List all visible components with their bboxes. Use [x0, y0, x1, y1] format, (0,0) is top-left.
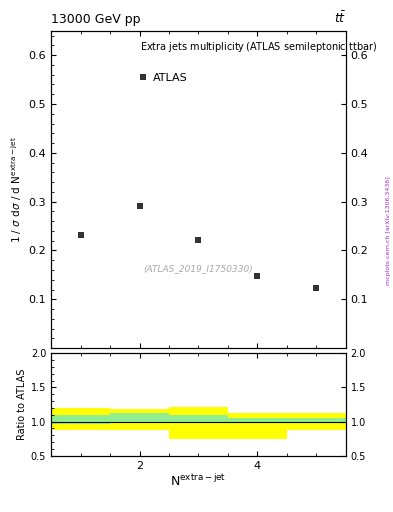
Text: mcplots.cern.ch [arXiv:1306.3436]: mcplots.cern.ch [arXiv:1306.3436] [386, 176, 391, 285]
ATLAS [196, 237, 201, 243]
Text: Extra jets multiplicity$\,$(ATLAS semileptonic ttbar): Extra jets multiplicity$\,$(ATLAS semile… [140, 40, 377, 54]
Text: $t\bar{t}$: $t\bar{t}$ [334, 10, 346, 26]
Y-axis label: Ratio to ATLAS: Ratio to ATLAS [17, 369, 27, 440]
Text: (ATLAS_2019_I1750330): (ATLAS_2019_I1750330) [143, 264, 253, 273]
Legend: ATLAS: ATLAS [134, 69, 192, 88]
ATLAS [314, 285, 319, 291]
ATLAS [255, 273, 260, 279]
Text: 13000 GeV pp: 13000 GeV pp [51, 13, 141, 26]
ATLAS [137, 202, 142, 208]
Y-axis label: 1 / $\sigma$ d$\sigma$ / d N$^{\rm extra-jet}$: 1 / $\sigma$ d$\sigma$ / d N$^{\rm extra… [9, 136, 24, 243]
Line: ATLAS: ATLAS [77, 202, 320, 291]
ATLAS [78, 232, 83, 238]
X-axis label: N$^{\rm extra-jet}$: N$^{\rm extra-jet}$ [171, 473, 226, 489]
